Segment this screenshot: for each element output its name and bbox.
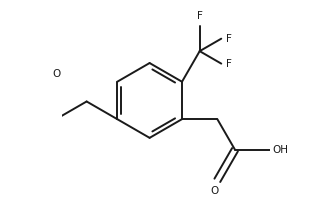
Text: OH: OH (272, 145, 288, 155)
Text: O: O (52, 69, 60, 79)
Text: F: F (227, 34, 232, 44)
Text: O: O (211, 186, 219, 196)
Text: F: F (197, 11, 203, 21)
Text: F: F (227, 59, 232, 69)
